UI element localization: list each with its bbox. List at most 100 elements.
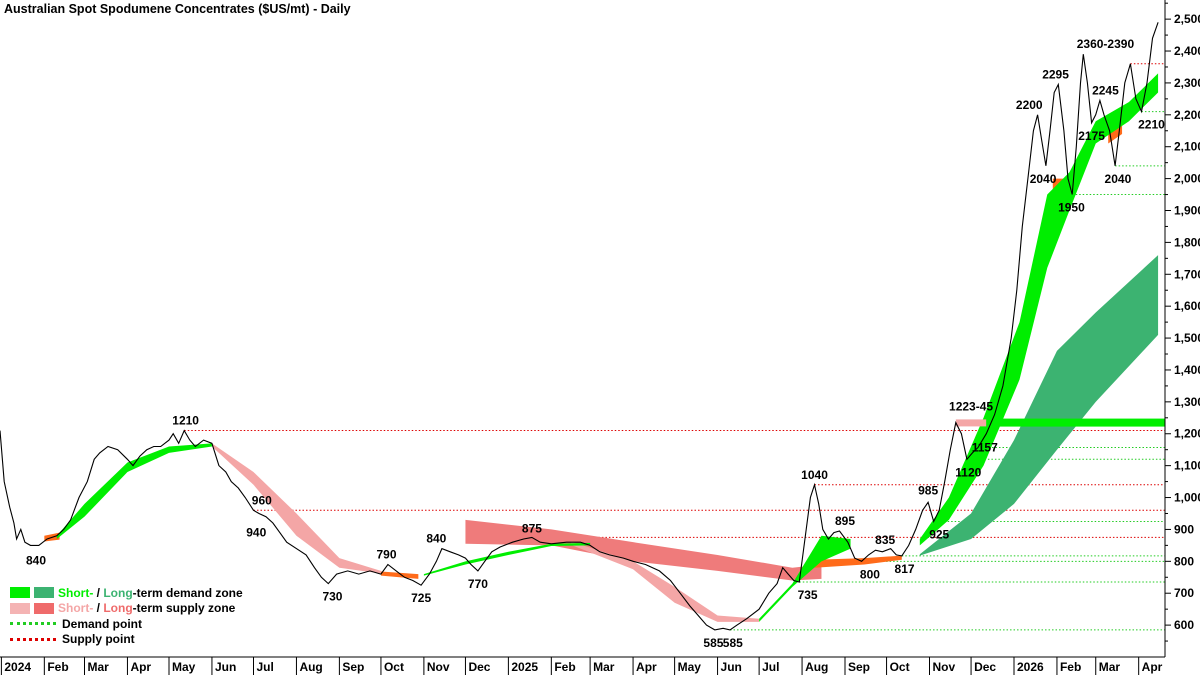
legend-swatch-short-demand: [10, 587, 30, 599]
data-label: 790: [376, 548, 396, 562]
data-label: 1040: [801, 468, 828, 482]
x-tick-label: Mar: [1099, 660, 1121, 674]
x-tick-label: Feb: [1060, 660, 1081, 674]
short-term-supply-zone: [570, 541, 760, 622]
data-label: 2040: [1105, 172, 1132, 186]
x-tick-label: May: [172, 660, 196, 674]
annotations: 840 1210 960 940 730 790 725 840 770 875 585 585 735…: [26, 37, 1165, 650]
y-tick-label: 600: [1174, 618, 1194, 632]
y-tick-label: 1,600: [1174, 299, 1200, 313]
x-tick-label: Feb: [554, 660, 575, 674]
long-term-supply-zone: [465, 519, 822, 581]
x-tick-label: Jul: [257, 660, 274, 674]
data-label: 800: [860, 567, 880, 581]
legend-demand-point-label: Demand point: [62, 616, 142, 631]
y-tick-label: 1,200: [1174, 427, 1200, 441]
data-label: 735: [798, 588, 818, 602]
y-tick-label: 2,500: [1174, 12, 1200, 26]
legend-demand-point: Demand point: [10, 616, 243, 632]
y-tick-label: 2,400: [1174, 44, 1200, 58]
short-term-demand-zone: [56, 443, 212, 539]
x-tick-label: Aug: [805, 660, 828, 674]
y-tick-label: 2,200: [1174, 108, 1200, 122]
x-tick-label: 2025: [511, 660, 538, 674]
long-term-demand-zone: [919, 255, 1159, 556]
data-label: 2295: [1042, 68, 1069, 82]
data-label: 835: [875, 533, 895, 547]
legend-demand-short: Short-: [58, 585, 94, 600]
zones: [44, 73, 1165, 622]
legend-demand-zone: Short- / Long -term demand zone: [10, 585, 243, 601]
data-label: 1210: [172, 414, 199, 428]
x-tick-label: Apr: [1142, 660, 1163, 674]
legend-swatch-long-supply: [34, 602, 54, 614]
chart-title: Australian Spot Spodumene Concentrates (…: [4, 2, 351, 16]
x-tick-label: Oct: [890, 660, 910, 674]
legend-demand-long: Long: [103, 585, 133, 600]
data-label: 1223-45: [949, 399, 993, 413]
x-tick-label: Mar: [593, 660, 615, 674]
legend-supply-suffix: -term supply zone: [132, 601, 236, 616]
x-tick-label: Mar: [88, 660, 110, 674]
data-label: 895: [835, 514, 855, 528]
y-tick-label: 2,000: [1174, 172, 1200, 186]
x-tick-label: Sep: [848, 660, 870, 674]
data-label: 960: [252, 493, 272, 507]
short-term-demand-zone: [919, 73, 1159, 546]
x-tick-label: 2024: [4, 660, 31, 674]
legend-supply-zone: Short- / Long -term supply zone: [10, 601, 243, 617]
y-tick-label: 1,500: [1174, 331, 1200, 345]
x-tick-label: 2026: [1017, 660, 1044, 674]
data-label: 925: [929, 527, 949, 541]
data-label: 840: [426, 532, 446, 546]
legend-supply-sep: /: [93, 601, 104, 616]
y-tick-label: 1,300: [1174, 395, 1200, 409]
x-tick-label: Nov: [933, 660, 956, 674]
y-tick-label: 1,400: [1174, 363, 1200, 377]
x-tick-label: Jul: [762, 660, 779, 674]
data-label: 770: [468, 577, 488, 591]
data-label: 840: [26, 554, 46, 568]
legend-supply-point: Supply point: [10, 632, 243, 648]
y-tick-label: 2,300: [1174, 76, 1200, 90]
data-label: 2360-2390: [1077, 37, 1135, 51]
data-label: 730: [322, 590, 342, 604]
price-series: [0, 22, 1159, 631]
data-label: 1950: [1058, 201, 1085, 215]
long-term-supply-zone: [814, 555, 902, 568]
y-tick-label: 900: [1174, 522, 1194, 536]
data-label: 940: [246, 526, 266, 540]
x-tick-label: Dec: [468, 660, 490, 674]
legend-dots-supply: [10, 637, 56, 641]
legend-demand-sep: /: [93, 585, 104, 600]
x-tick-label: Dec: [974, 660, 996, 674]
x-tick-label: May: [678, 660, 702, 674]
x-tick-label: Aug: [299, 660, 322, 674]
y-tick-label: 2,100: [1174, 140, 1200, 154]
legend-swatch-short-supply: [10, 602, 30, 614]
data-label: 817: [895, 562, 915, 576]
data-label: 1120: [955, 465, 981, 479]
x-tick-label: Jun: [721, 660, 742, 674]
x-tick-label: Jun: [215, 660, 236, 674]
legend-supply-long: Long: [103, 601, 133, 616]
y-tick-label: 1,000: [1174, 491, 1200, 505]
data-label: 2175: [1078, 129, 1105, 143]
data-label: 875: [522, 521, 542, 535]
data-label: 2040: [1030, 172, 1057, 186]
y-tick-label: 700: [1174, 586, 1194, 600]
x-tick-label: Apr: [636, 660, 657, 674]
legend: Short- / Long -term demand zone Short- /…: [10, 585, 243, 647]
x-tick-label: Nov: [427, 660, 450, 674]
data-label: 2245: [1092, 83, 1119, 97]
x-tick-label: Feb: [47, 660, 68, 674]
legend-supply-point-label: Supply point: [62, 632, 135, 647]
data-label: 2200: [1016, 98, 1043, 112]
y-tick-label: 1,800: [1174, 235, 1200, 249]
data-label: 1157: [972, 440, 998, 454]
data-label: 585: [703, 636, 723, 650]
short-term-supply-zone: [211, 443, 381, 574]
